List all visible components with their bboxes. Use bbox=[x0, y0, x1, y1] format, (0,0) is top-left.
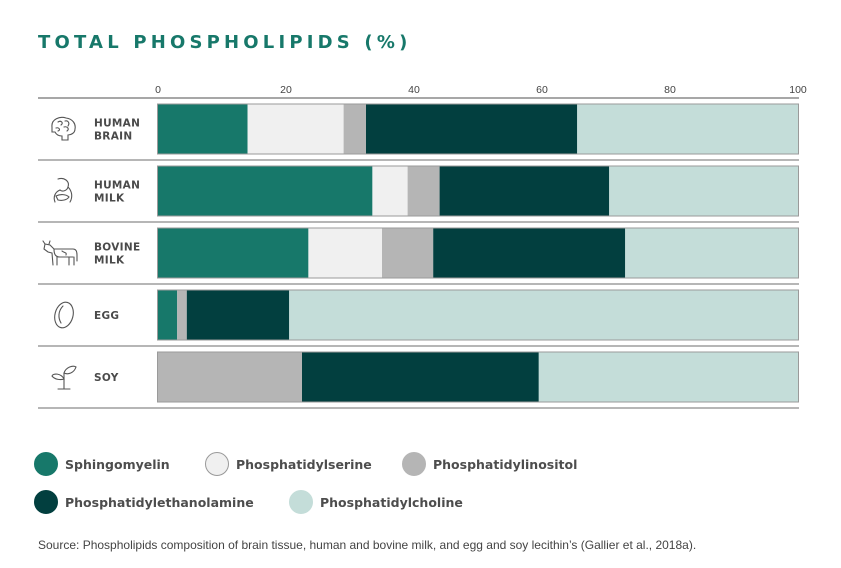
bar-outline bbox=[157, 227, 799, 279]
legend-item: Phosphatidylinositol bbox=[402, 452, 577, 476]
brain-icon bbox=[51, 116, 76, 141]
bar-segment-phosphatidylcholine bbox=[625, 228, 798, 278]
bar-segment-sphingomyelin bbox=[158, 166, 373, 216]
legend-label: Phosphatidylcholine bbox=[320, 494, 463, 510]
stacked-bar-chart: 0 20 40 60 80 100HUMANBRAINHUMANMILKBOVINEMIL… bbox=[38, 84, 807, 409]
category-label: HUMAN bbox=[94, 118, 140, 130]
x-tick-label: 60 bbox=[536, 84, 548, 96]
legend-item: Phosphatidylserine bbox=[205, 452, 372, 476]
bar-segment-phosphatidylethanolamine bbox=[439, 166, 610, 216]
legend-item: Phosphatidylethanolamine bbox=[34, 490, 254, 514]
legend-label: Sphingomyelin bbox=[65, 456, 170, 472]
legend-item: Sphingomyelin bbox=[34, 452, 170, 476]
legend-swatch bbox=[34, 490, 58, 514]
bar-outline bbox=[157, 165, 799, 217]
bar-segment-sphingomyelin bbox=[158, 228, 309, 278]
legend-label: Phosphatidylserine bbox=[236, 456, 372, 472]
bar-segment-sphingomyelin bbox=[158, 290, 178, 340]
x-tick-label: 100 bbox=[789, 84, 807, 96]
chart-title: TOTAL PHOSPHOLIPIDS (%) bbox=[38, 32, 412, 53]
category-label: MILK bbox=[94, 255, 125, 267]
x-tick-label: 40 bbox=[408, 84, 420, 96]
bar-segment-phosphatidylcholine bbox=[577, 104, 798, 154]
bar-segment-sphingomyelin bbox=[158, 104, 248, 154]
x-tick-label: 80 bbox=[664, 84, 676, 96]
bar-segment-phosphatidylcholine bbox=[609, 166, 798, 216]
bar-segment-phosphatidylinositol bbox=[407, 166, 440, 216]
legend-swatch bbox=[402, 452, 426, 476]
bar-segment-phosphatidylserine bbox=[247, 104, 344, 154]
bar-segment-phosphatidylethanolamine bbox=[366, 104, 578, 154]
source-note: Source: Phospholipids composition of bra… bbox=[38, 538, 697, 552]
bar-segment-phosphatidylinositol bbox=[382, 228, 434, 278]
legend-swatch bbox=[289, 490, 313, 514]
x-tick-label: 0 bbox=[155, 84, 161, 96]
legend-label: Phosphatidylethanolamine bbox=[65, 494, 254, 510]
bar-segment-phosphatidylethanolamine bbox=[186, 290, 290, 340]
bar-segment-phosphatidylcholine bbox=[538, 352, 798, 402]
bar-outline bbox=[157, 289, 799, 341]
breastfeeding-icon bbox=[53, 177, 73, 203]
category-label: BRAIN bbox=[94, 131, 132, 143]
bar-outline bbox=[157, 351, 799, 403]
legend-label: Phosphatidylinositol bbox=[433, 456, 578, 472]
category-label: EGG bbox=[94, 310, 119, 322]
bar-segment-phosphatidylinositol bbox=[343, 104, 366, 154]
bar-outline bbox=[157, 103, 799, 155]
legend-swatch bbox=[34, 452, 58, 476]
category-label: BOVINE bbox=[94, 242, 140, 254]
legend-swatch bbox=[205, 452, 229, 476]
bar-segment-phosphatidylethanolamine bbox=[302, 352, 539, 402]
bar-segment-phosphatidylethanolamine bbox=[433, 228, 626, 278]
category-label: HUMAN bbox=[94, 180, 140, 192]
x-tick-label: 20 bbox=[280, 84, 292, 96]
bar-segment-phosphatidylserine bbox=[308, 228, 382, 278]
bar-segment-phosphatidylinositol bbox=[158, 352, 302, 402]
egg-icon bbox=[54, 301, 74, 329]
bar-segment-phosphatidylcholine bbox=[289, 290, 798, 340]
legend-item: Phosphatidylcholine bbox=[289, 490, 463, 514]
cow-icon bbox=[42, 240, 78, 266]
bar-segment-phosphatidylinositol bbox=[177, 290, 187, 340]
soy-sprout-icon bbox=[51, 365, 77, 390]
category-label: MILK bbox=[94, 193, 125, 205]
bar-segment-phosphatidylserine bbox=[372, 166, 408, 216]
category-label: SOY bbox=[94, 372, 119, 384]
